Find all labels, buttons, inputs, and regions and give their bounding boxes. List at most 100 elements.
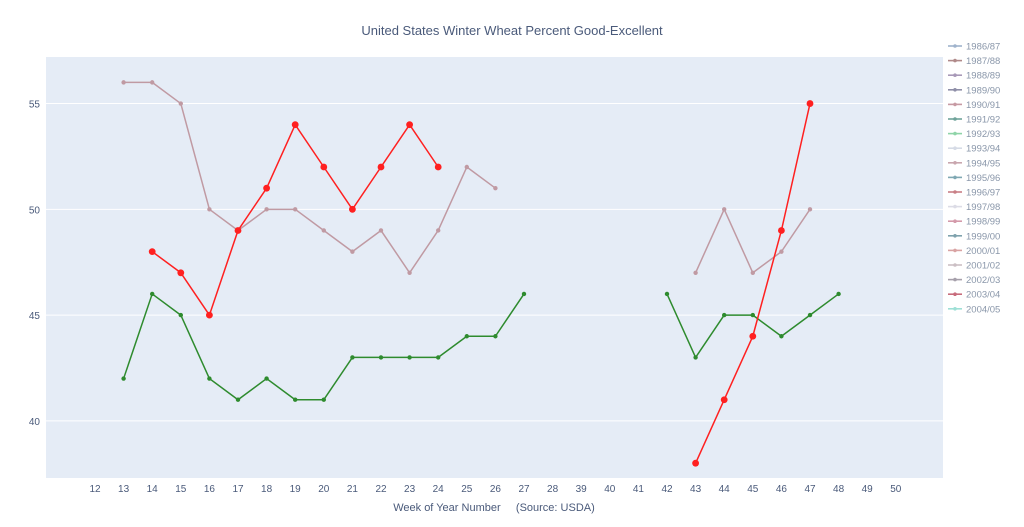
data-point (464, 334, 469, 339)
legend-item[interactable]: 1988/89 (948, 71, 1000, 82)
data-point (207, 207, 212, 212)
legend-item[interactable]: 1998/99 (948, 217, 1000, 228)
legend-item[interactable]: 2004/05 (948, 304, 1000, 315)
data-point (121, 80, 126, 85)
data-point (722, 312, 727, 318)
legend-label: 2003/04 (966, 290, 1000, 301)
x-tick-label: 19 (290, 484, 302, 495)
x-tick-label: 47 (804, 484, 816, 495)
data-point (779, 334, 784, 339)
x-tick-label: 25 (461, 484, 473, 495)
legend-item[interactable]: 1994/95 (948, 158, 1000, 169)
legend-label: 1992/93 (966, 129, 1000, 140)
legend-item[interactable]: 1989/90 (948, 85, 1000, 96)
legend-label: 2004/05 (966, 304, 1000, 315)
data-point (434, 163, 442, 171)
legend-item[interactable]: 2001/02 (948, 261, 1000, 272)
data-point (693, 270, 698, 275)
legend-item[interactable]: 2003/04 (948, 290, 1000, 301)
data-point (750, 270, 755, 275)
legend-marker (953, 219, 957, 223)
data-point (378, 228, 384, 233)
legend-label: 1990/91 (966, 100, 1000, 111)
x-tick-label: 14 (147, 484, 159, 495)
data-point (407, 270, 412, 275)
data-point (692, 459, 699, 467)
x-tick-label: 12 (89, 484, 101, 495)
x-tick-label: 28 (547, 484, 559, 495)
data-point (378, 355, 384, 360)
legend-item[interactable]: 1992/93 (948, 129, 1000, 140)
legend-item[interactable]: 1996/97 (948, 188, 1000, 199)
data-point (291, 121, 299, 129)
legend-label: 1994/95 (966, 158, 1000, 169)
data-point (263, 184, 270, 192)
x-tick-label: 43 (690, 484, 702, 495)
x-tick-label: 18 (261, 484, 273, 495)
legend-label: 1988/89 (966, 71, 1000, 82)
x-axis-label: Week of Year Number (Source: USDA) (393, 502, 595, 514)
data-point (177, 269, 185, 277)
x-tick-label: 26 (490, 484, 502, 495)
data-point (350, 355, 355, 360)
legend-label: 1998/99 (966, 217, 1000, 228)
data-point (836, 291, 841, 297)
x-tick-label: 15 (175, 484, 187, 495)
legend-item[interactable]: 1991/92 (948, 115, 1000, 126)
y-tick-label: 40 (29, 417, 41, 428)
data-point (720, 396, 728, 404)
legend-item[interactable]: 2000/01 (948, 246, 1000, 257)
x-tick-label: 45 (747, 484, 759, 495)
data-point (234, 227, 242, 234)
y-tick-label: 55 (29, 100, 41, 111)
series-line (123, 81, 496, 274)
legend-label: 1986/87 (966, 42, 1000, 53)
legend-item[interactable]: 1999/00 (948, 231, 1000, 242)
x-tick-label: 27 (518, 484, 530, 495)
legend-marker (953, 292, 957, 297)
legend-marker (953, 307, 957, 311)
data-point (121, 376, 126, 381)
legend-marker (953, 88, 957, 92)
data-point (264, 207, 269, 212)
data-point (806, 100, 814, 107)
legend-item[interactable]: 1986/87 (948, 42, 1000, 53)
legend-marker (953, 234, 957, 238)
legend-marker (953, 102, 957, 107)
x-axis-ticks: 12 13 14 15 16 17 18 19 20 21 22 23 24 25 26 27 28 39 40 41… (89, 484, 901, 495)
data-point (349, 205, 356, 213)
legend-marker (953, 190, 957, 194)
y-axis-ticks: 40 45 50 55 (29, 100, 41, 428)
legend-item[interactable]: 1987/88 (948, 56, 1000, 67)
data-point (722, 207, 727, 212)
x-tick-label: 40 (604, 484, 616, 495)
data-point (178, 312, 183, 318)
legend-marker (953, 263, 957, 267)
y-tick-label: 45 (29, 311, 41, 322)
x-tick-label: 48 (833, 484, 845, 495)
data-point (150, 291, 155, 297)
x-tick-label: 23 (404, 484, 416, 495)
data-point (207, 376, 212, 381)
legend-item[interactable]: 1995/96 (948, 173, 1000, 184)
x-tick-label: 41 (633, 484, 645, 495)
x-tick-label: 39 (576, 484, 588, 495)
legend-marker (953, 131, 957, 136)
data-point (293, 397, 298, 402)
data-point (436, 228, 441, 233)
legend-label: 1995/96 (966, 173, 1000, 184)
legend-item[interactable]: 1997/98 (948, 202, 1000, 213)
x-tick-label: 17 (232, 484, 244, 495)
data-point (521, 291, 527, 297)
legend-item[interactable]: 2002/03 (948, 275, 1000, 286)
legend-item[interactable]: 1990/91 (948, 100, 1000, 111)
legend-marker (953, 146, 957, 150)
x-tick-label: 21 (347, 484, 359, 495)
data-point (377, 163, 385, 171)
data-point (320, 163, 328, 171)
data-point (321, 397, 326, 402)
x-tick-label: 22 (375, 484, 387, 495)
legend-item[interactable]: 1993/94 (948, 144, 1000, 155)
